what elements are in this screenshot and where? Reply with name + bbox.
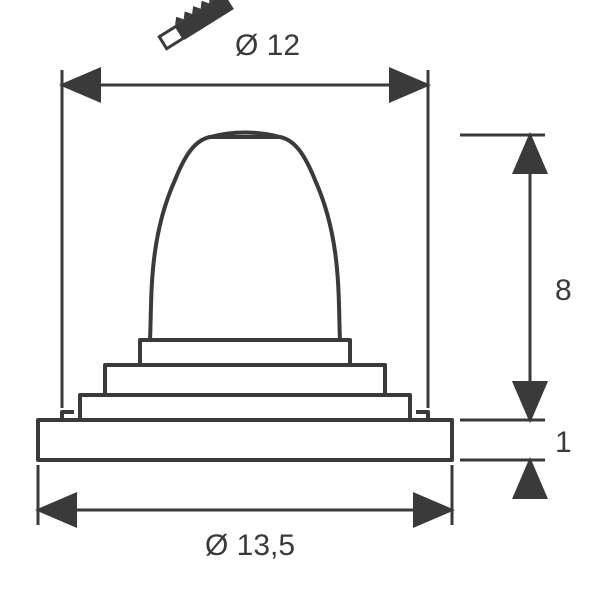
dimension-drawing: Ø 12 Ø 13,5 8 1 — [0, 0, 600, 600]
dim-cutout-diameter — [62, 70, 428, 408]
holesaw-icon — [155, 0, 234, 50]
dim-heights — [460, 135, 545, 488]
dim-total-diameter — [38, 465, 452, 525]
label-total-diameter: Ø 13,5 — [205, 529, 295, 562]
label-height-body: 8 — [555, 274, 572, 307]
label-cutout-diameter: Ø 12 — [235, 29, 300, 62]
fixture-outline — [38, 133, 452, 461]
label-height-flange: 1 — [555, 426, 572, 459]
